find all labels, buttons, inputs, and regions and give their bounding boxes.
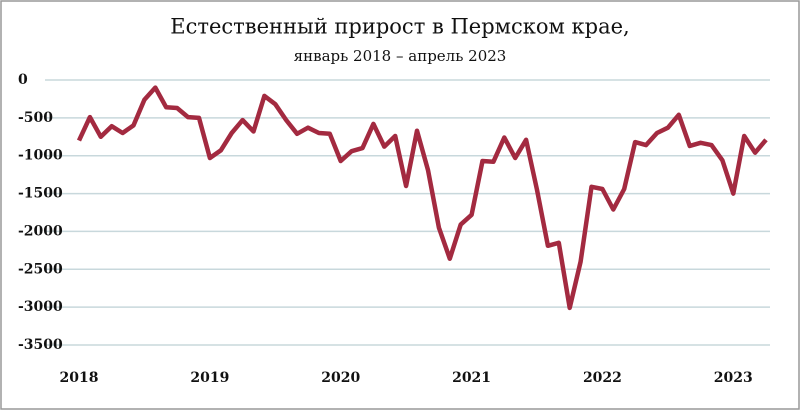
y-tick-label: -2500: [18, 261, 63, 277]
data-line: [76, 85, 768, 311]
x-tick-label: 2019: [190, 370, 229, 386]
y-tick-label: -1000: [18, 148, 63, 164]
y-tick-label: -500: [18, 110, 53, 126]
y-tick-label: 0: [18, 72, 28, 88]
x-tick-label: 2018: [60, 370, 99, 386]
x-tick-label: 2021: [452, 370, 491, 386]
y-tick-label: -3500: [18, 337, 63, 353]
chart-subtitle: январь 2018 – апрель 2023: [294, 47, 507, 65]
y-tick-label: -1500: [18, 186, 63, 202]
y-tick-label: -2000: [18, 223, 63, 239]
y-tick-label: -3000: [18, 299, 63, 315]
x-tick-label: 2020: [321, 370, 360, 386]
x-tick-label: 2023: [714, 370, 753, 386]
chart-title: Естественный прирост в Пермском крае,: [170, 15, 629, 39]
x-tick-label: 2022: [583, 370, 622, 386]
